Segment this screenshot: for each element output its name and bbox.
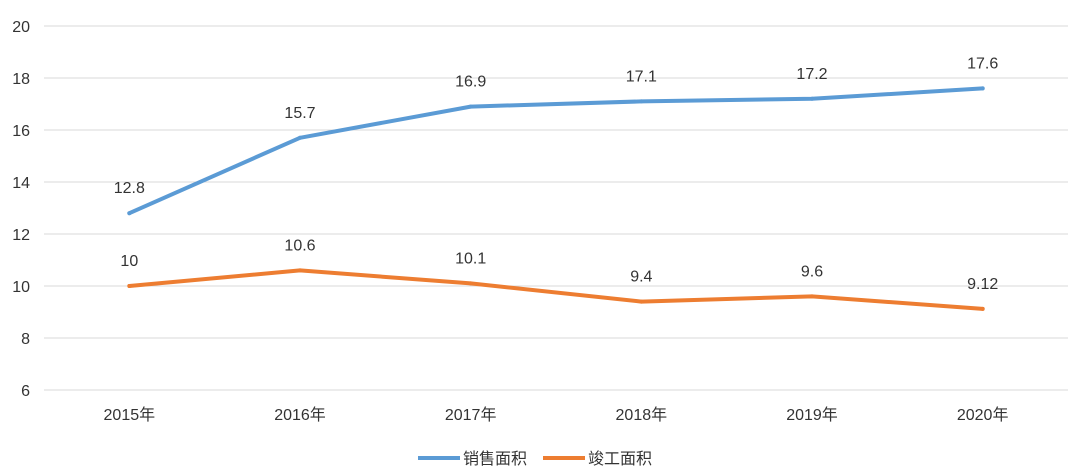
legend-label: 销售面积: [463, 449, 527, 468]
data-point: [810, 294, 814, 299]
y-tick-label: 12: [12, 227, 30, 244]
data-label: 17.2: [796, 66, 827, 83]
data-label: 17.1: [626, 68, 657, 85]
data-label: 10: [120, 253, 138, 270]
x-tick-label: 2015年: [104, 406, 156, 424]
data-point: [298, 268, 302, 273]
data-label: 9.6: [801, 263, 823, 280]
data-label: 12.8: [114, 180, 145, 197]
data-label: 9.4: [630, 269, 652, 286]
data-point: [127, 211, 132, 216]
data-point: [468, 104, 473, 109]
data-label: 15.7: [284, 105, 315, 122]
series-line-1: [127, 86, 985, 216]
data-label: 10.1: [455, 250, 486, 267]
y-tick-label: 20: [12, 19, 30, 36]
data-labels: 12.8 15.7 16.9 17.1 17.2 17.6 10 10.6 10.1 9.4 9.6…: [114, 55, 999, 292]
y-axis-tick-labels: 6 8 10 12 14 16 18 20: [12, 19, 30, 400]
data-point: [639, 99, 644, 104]
x-tick-label: 2017年: [445, 406, 497, 424]
data-label: 10.6: [284, 237, 315, 254]
x-axis-tick-labels: 2015年 2016年 2017年 2018年 2019年 2020年: [104, 406, 1009, 424]
x-tick-label: 2018年: [616, 406, 668, 424]
data-label: 17.6: [967, 55, 998, 72]
gridlines: [44, 25, 1068, 391]
data-point: [639, 299, 644, 304]
x-tick-label: 2019年: [786, 406, 838, 424]
data-point: [127, 284, 132, 288]
y-tick-label: 6: [21, 383, 30, 400]
data-label: 9.12: [967, 276, 998, 293]
x-tick-label: 2016年: [274, 406, 326, 424]
series-line-2: [127, 268, 985, 311]
data-point: [980, 86, 985, 91]
y-tick-label: 14: [12, 175, 30, 192]
series-lines: [127, 86, 985, 311]
data-point: [980, 306, 985, 311]
y-tick-label: 8: [21, 331, 30, 348]
data-point: [468, 281, 473, 286]
y-tick-label: 16: [12, 123, 30, 140]
x-tick-label: 2020年: [957, 406, 1009, 424]
data-point: [810, 96, 814, 101]
y-tick-label: 18: [12, 71, 30, 88]
legend: 销售面积 竣工面积: [418, 449, 652, 468]
data-label: 16.9: [455, 74, 486, 91]
y-tick-label: 10: [12, 279, 30, 296]
legend-label: 竣工面积: [588, 449, 652, 468]
data-point: [298, 135, 302, 140]
